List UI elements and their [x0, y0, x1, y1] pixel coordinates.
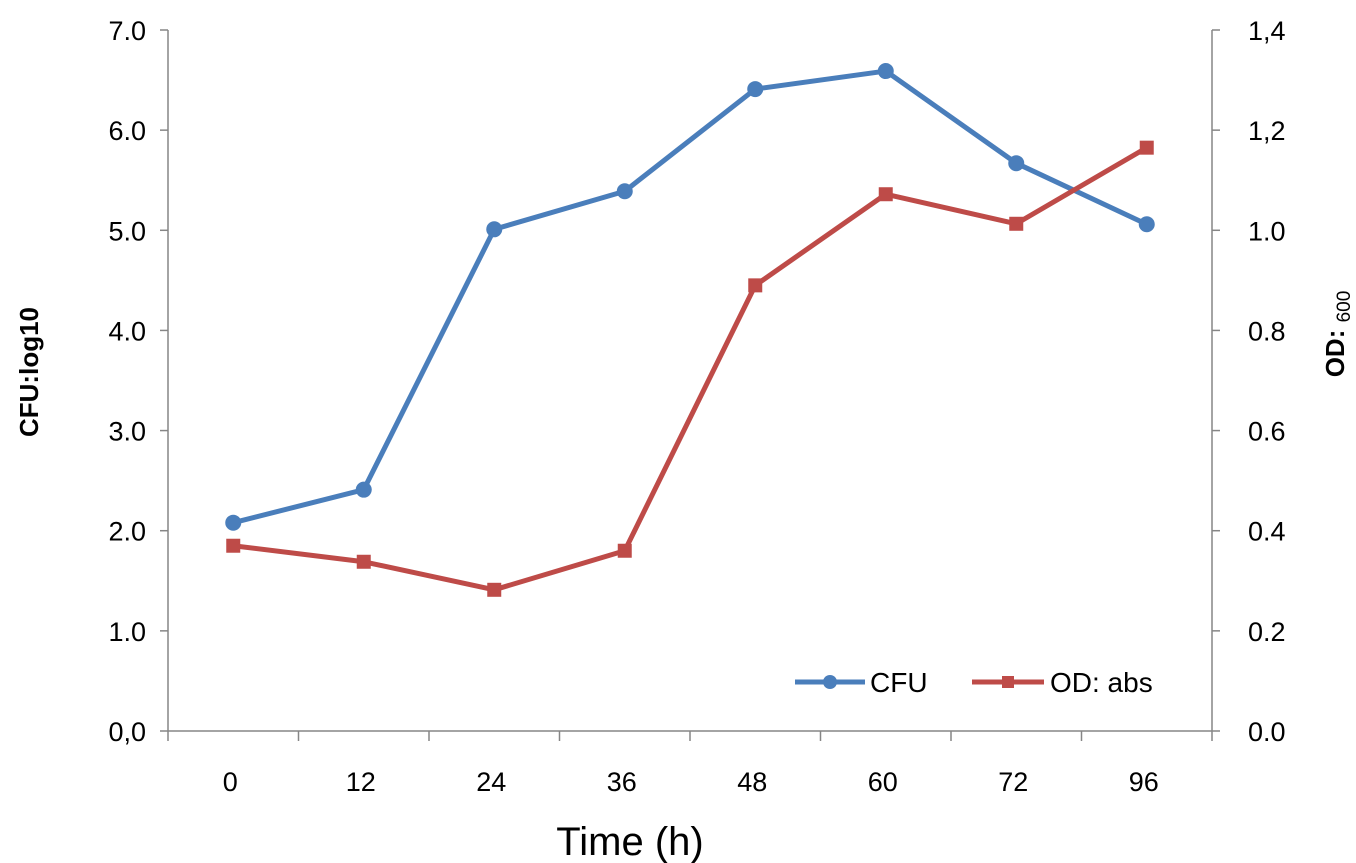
data-point-od	[226, 538, 241, 553]
y-right-tick-label: 0.4	[1248, 517, 1286, 547]
data-point-od	[487, 582, 502, 597]
data-point-od	[1009, 216, 1024, 231]
series-line-od	[232, 145, 1149, 593]
data-point-cfu	[355, 481, 372, 498]
x-axis-label: Time (h)	[556, 820, 703, 863]
y-left-tick-label: 7.0	[108, 16, 146, 46]
x-tick-label: 0	[223, 767, 238, 797]
y-right-tick-label: 1,2	[1248, 116, 1286, 146]
series-layer	[225, 63, 1155, 597]
series-line-cfu	[232, 68, 1148, 526]
x-tick-label: 60	[868, 767, 898, 797]
y-left-tick-label: 2.0	[108, 517, 146, 547]
y-left-tick-label: 3.0	[108, 417, 146, 447]
y-right-tick-label: 0.0	[1248, 717, 1286, 747]
x-tick-label: 48	[737, 767, 767, 797]
y-right-tick-label: 0.2	[1248, 617, 1286, 647]
y-axis-right-label-main: OD:	[1320, 322, 1350, 377]
data-point-od	[1139, 140, 1154, 155]
x-tick-label: 72	[998, 767, 1028, 797]
y-axis-right-label: OD: 600	[1320, 291, 1355, 378]
y-left-tick-label: 6.0	[108, 116, 146, 146]
data-point-cfu	[1138, 216, 1155, 233]
legend-cfu-label: CFU	[870, 667, 928, 698]
y-right-tick-label: 0.8	[1248, 316, 1286, 346]
y-left-tick-label: 4.0	[108, 316, 146, 346]
y-right-tick-label: 0.6	[1248, 417, 1286, 447]
axes	[160, 29, 1220, 741]
data-point-cfu	[486, 221, 503, 238]
x-tick-label: 96	[1129, 767, 1159, 797]
y-left-tick-label: 1.0	[108, 617, 146, 647]
data-point-cfu	[616, 183, 633, 200]
data-point-cfu	[1008, 155, 1025, 172]
legend-cfu-marker	[823, 675, 837, 689]
y-left-tick-label: 0,0	[108, 717, 146, 747]
legend-od-label: OD: abs	[1050, 667, 1153, 698]
y-axis-right-label-subscript: 600	[1334, 291, 1355, 323]
data-point-cfu	[877, 63, 894, 80]
tick-labels: 0,0 1.0 2.0 3.0 4.0 5.0 6.0 7.0 0.0 0.2 0.4 0.6 0.8 1…	[108, 16, 1285, 797]
data-point-cfu	[747, 81, 764, 98]
y-right-tick-label: 1,4	[1248, 16, 1286, 46]
y-axis-left-label: CFU:log10	[14, 307, 44, 437]
legend-od-marker	[1002, 676, 1014, 688]
data-point-od	[356, 554, 371, 569]
data-point-cfu	[225, 514, 242, 531]
x-tick-label: 24	[476, 767, 506, 797]
y-left-tick-label: 5.0	[108, 216, 146, 246]
x-tick-label: 36	[607, 767, 637, 797]
data-point-od	[617, 543, 632, 558]
x-tick-label: 12	[346, 767, 376, 797]
data-point-od	[878, 187, 893, 202]
y-right-tick-label: 1.0	[1248, 216, 1286, 246]
data-point-od	[748, 278, 763, 293]
legend: CFU OD: abs	[795, 667, 1153, 698]
